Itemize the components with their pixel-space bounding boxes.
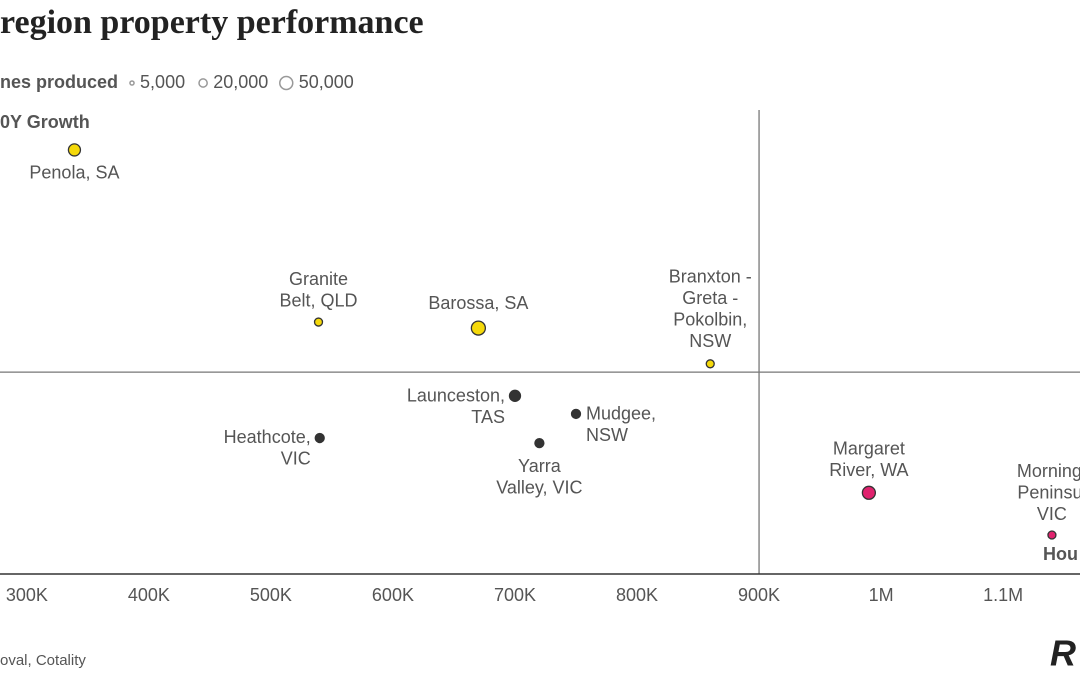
x-tick-label: 400K: [128, 585, 170, 605]
point: [1047, 530, 1057, 540]
point: [508, 389, 522, 402]
point-label: Barossa, SA: [428, 293, 528, 313]
x-tick-label: 600K: [372, 585, 414, 605]
size-legend-marker: [198, 78, 208, 88]
x-tick-label: 1.1M: [983, 585, 1023, 605]
point: [67, 143, 82, 157]
point: [314, 432, 325, 444]
x-tick-label: 300K: [6, 585, 48, 605]
point-label: NSW: [586, 425, 628, 445]
point-label: VIC: [1037, 504, 1067, 524]
point-label: Penola, SA: [29, 163, 119, 183]
size-legend-marker: [279, 75, 294, 91]
chart-title: region property performance: [0, 4, 424, 41]
point: [313, 317, 324, 327]
x-tick-label: 800K: [616, 585, 658, 605]
point-label: Granite: [289, 269, 348, 289]
x-tick-label: 1M: [869, 585, 894, 605]
point: [861, 485, 877, 500]
logo: R: [1050, 633, 1076, 674]
point-label: Launceston,: [407, 386, 505, 406]
point-label: Valley, VIC: [496, 477, 582, 497]
point: [570, 408, 582, 420]
point-label: Mudgee,: [586, 404, 656, 424]
point: [470, 320, 487, 336]
point-label: TAS: [471, 407, 505, 427]
x-tick-label: 900K: [738, 585, 780, 605]
point-label: Peninsul: [1017, 482, 1080, 502]
x-tick-label: 500K: [250, 585, 292, 605]
size-legend-title: nes produced: [0, 72, 118, 92]
point-label: Margaret: [833, 439, 905, 459]
point-label: River, WA: [829, 460, 908, 480]
point-label: Greta -: [682, 288, 738, 308]
size-legend-label: 5,000: [140, 72, 185, 92]
x-tick-label: 700K: [494, 585, 536, 605]
point-label: VIC: [281, 448, 311, 468]
point-label: Morningt: [1017, 461, 1080, 481]
x-axis-label: Hou: [1043, 544, 1078, 564]
point-label: Branxton -: [669, 267, 752, 287]
size-legend-label: 50,000: [299, 72, 354, 92]
point-label: Yarra: [518, 456, 562, 476]
y-axis-label: 0Y Growth: [0, 112, 90, 132]
point: [705, 359, 715, 369]
point-label: NSW: [689, 331, 731, 351]
source: oval, Cotality: [0, 652, 86, 669]
size-legend-marker: [129, 80, 135, 86]
point-label: Belt, QLD: [279, 290, 357, 310]
point-label: Pokolbin,: [673, 310, 747, 330]
point: [534, 438, 545, 449]
point-label: Heathcote,: [224, 427, 311, 447]
size-legend-label: 20,000: [213, 72, 268, 92]
